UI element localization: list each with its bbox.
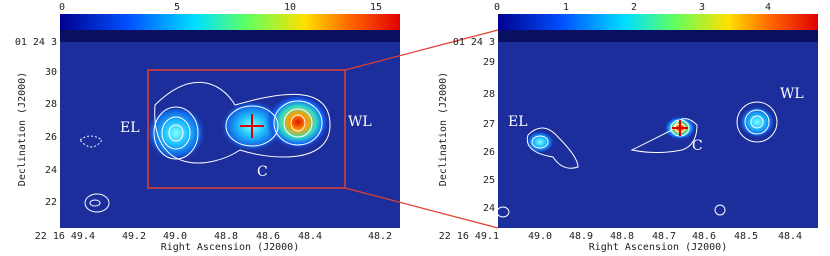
y-tick-label: 01 24 3 xyxy=(453,37,495,48)
colorbar-tick-label: 4 xyxy=(765,2,771,13)
source-label: EL xyxy=(508,114,528,130)
y-tick-label: 01 24 3 xyxy=(15,37,57,48)
y-tick-label: 30 xyxy=(45,67,57,78)
x-tick-label: 48.4 xyxy=(298,231,322,242)
x-tick-label: 48.4 xyxy=(778,231,802,242)
x-tick-label: 48.8 xyxy=(214,231,238,242)
y-tick-label: 24 xyxy=(483,203,495,214)
x-tick-label: 22 16 49.4 xyxy=(35,231,95,242)
zoom-lines xyxy=(344,29,499,229)
y-tick-label: 27 xyxy=(483,119,495,130)
colorbar-tick-label: 5 xyxy=(174,2,180,13)
colorbar-tick-label: 10 xyxy=(284,2,296,13)
x-tick-label: 48.5 xyxy=(734,231,758,242)
x-tick-label: 49.2 xyxy=(122,231,146,242)
left-image xyxy=(60,14,400,228)
x-tick-label: 48.2 xyxy=(368,231,392,242)
y-tick-label: 28 xyxy=(483,89,495,100)
y-tick-label: 26 xyxy=(45,132,57,143)
colorbar-tick-label: 3 xyxy=(699,2,705,13)
x-axis-title: Right Ascension (J2000) xyxy=(589,242,727,253)
x-tick-label: 48.6 xyxy=(256,231,280,242)
x-axis-title: Right Ascension (J2000) xyxy=(161,242,299,253)
x-tick-label: 22 16 49.1 xyxy=(439,231,499,242)
colorbar-tick-label: 15 xyxy=(370,2,382,13)
y-tick-label: 29 xyxy=(483,57,495,68)
right-image xyxy=(496,14,818,228)
source-label: WL xyxy=(780,86,804,102)
y-tick-label: 25 xyxy=(483,175,495,186)
source-label: C xyxy=(692,138,703,154)
x-tick-label: 49.0 xyxy=(528,231,552,242)
x-tick-label: 49.0 xyxy=(163,231,187,242)
y-axis-title: Declination (J2000) xyxy=(17,72,28,186)
x-tick-label: 48.6 xyxy=(692,231,716,242)
x-tick-label: 48.8 xyxy=(610,231,634,242)
x-tick-label: 48.7 xyxy=(652,231,676,242)
y-tick-label: 24 xyxy=(45,165,57,176)
colorbar-tick-label: 2 xyxy=(631,2,637,13)
colorbar-tick-label: 0 xyxy=(494,2,500,13)
colorbar-tick-label: 1 xyxy=(563,2,569,13)
colorbar-tick-label: 0 xyxy=(59,2,65,13)
y-axis-title: Declination (J2000) xyxy=(438,72,449,186)
y-tick-label: 28 xyxy=(45,99,57,110)
source-label: WL xyxy=(348,114,372,130)
source-label: EL xyxy=(120,120,140,136)
y-tick-label: 22 xyxy=(45,197,57,208)
source-label: C xyxy=(257,164,268,180)
x-tick-label: 48.9 xyxy=(569,231,593,242)
y-tick-label: 26 xyxy=(483,147,495,158)
